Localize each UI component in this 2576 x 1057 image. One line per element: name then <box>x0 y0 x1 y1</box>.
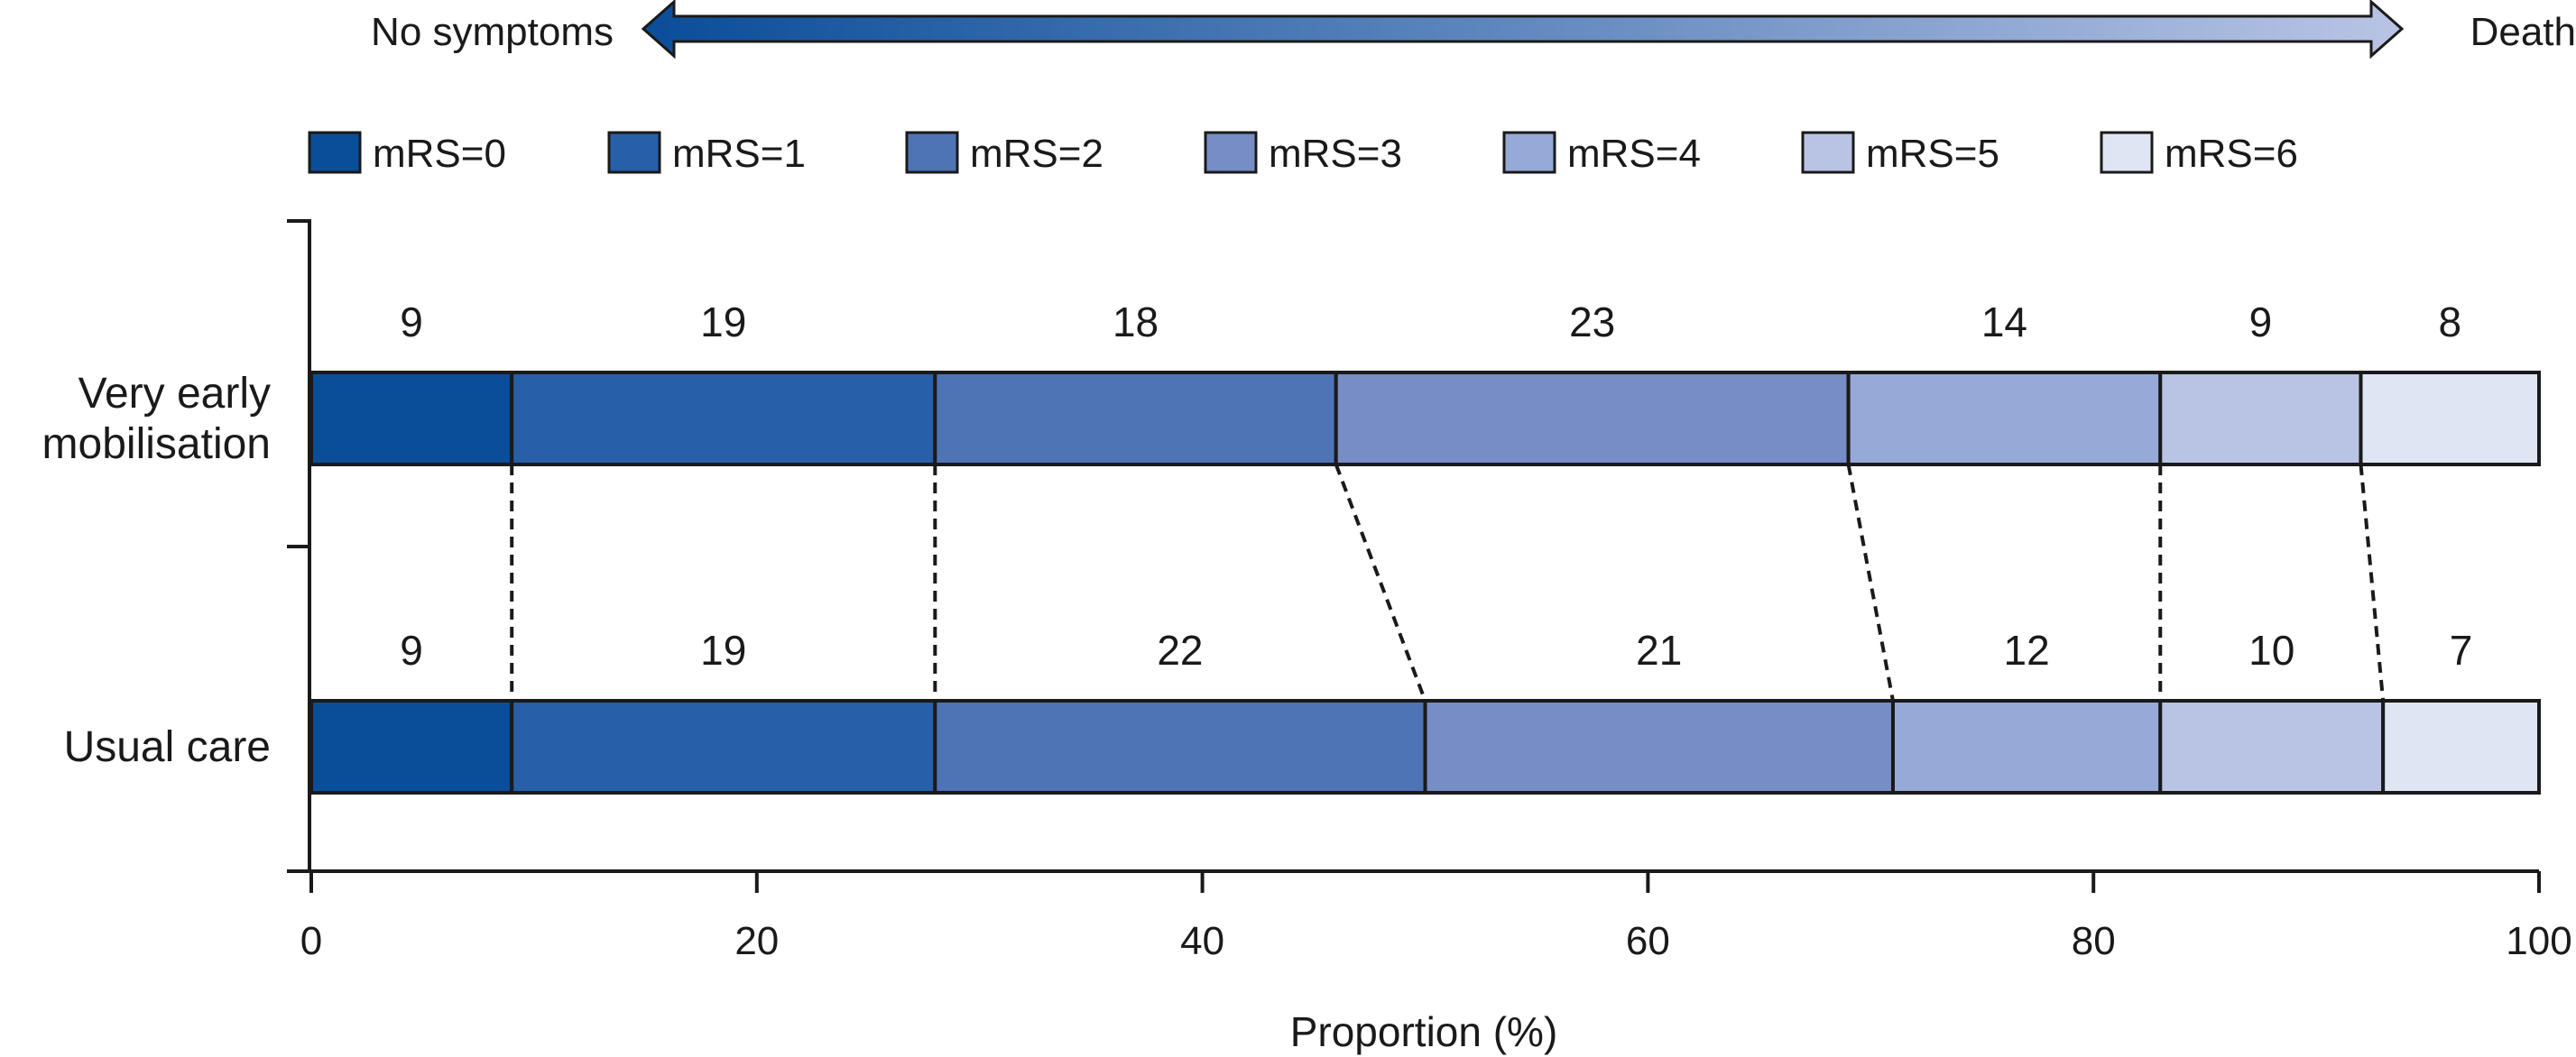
legend-label: mRS=4 <box>1567 132 1701 176</box>
bar-segment <box>2381 699 2541 795</box>
legend-label: mRS=0 <box>373 132 506 176</box>
data-label: 19 <box>700 627 746 674</box>
data-label: 9 <box>400 627 423 674</box>
data-label: 23 <box>1569 299 1615 345</box>
legend-label: mRS=2 <box>970 132 1103 176</box>
legend-swatch <box>308 131 362 174</box>
data-label: 14 <box>1981 299 2027 345</box>
data-label: 8 <box>2438 299 2461 345</box>
bar-segment <box>309 699 514 795</box>
data-label: 18 <box>1113 299 1159 345</box>
x-tick-label: 100 <box>2506 919 2571 963</box>
data-label: 19 <box>700 299 746 345</box>
data-label: 7 <box>2450 627 2473 674</box>
row-label: Very early mobilisation <box>42 370 271 468</box>
bar-segment <box>933 699 1427 795</box>
x-tick-label: 80 <box>2072 919 2116 963</box>
connectors <box>510 464 2386 702</box>
legend-label: mRS=5 <box>1866 132 1999 176</box>
data-label: 9 <box>2249 299 2273 345</box>
legend-swatch <box>1801 131 1855 174</box>
bars: 9 19 18 23 14 9 8 9 19 22 21 12 10 7 <box>309 299 2541 795</box>
boundary-connector <box>1846 464 1895 702</box>
bar-segment <box>1423 699 1895 795</box>
legend: mRS=0 mRS=1 mRS=2 mRS=3 mRS=4 mRS=5 mRS=6 <box>308 131 2298 176</box>
bar-segment <box>1846 371 2163 466</box>
row-label: Usual care <box>64 723 271 771</box>
scale-arrow: No symptoms Death <box>371 0 2576 60</box>
data-label: 12 <box>2004 627 2050 674</box>
arrow-right-label: Death <box>2470 10 2576 54</box>
data-label: 21 <box>1636 627 1682 674</box>
data-label: 22 <box>1157 627 1203 674</box>
bar-segment <box>1334 371 1851 466</box>
arrow-left-label: No symptoms <box>371 10 614 54</box>
legend-swatch <box>2100 131 2154 174</box>
bar-segment <box>1890 699 2163 795</box>
data-label: 9 <box>400 299 423 345</box>
bar-segment <box>510 699 937 795</box>
x-axis-label: Proportion (%) <box>1290 1008 1558 1055</box>
x-tick-label: 60 <box>1626 919 1670 963</box>
legend-swatch <box>1502 131 1556 174</box>
legend-swatch <box>905 131 959 174</box>
boundary-connector <box>2359 464 2386 702</box>
legend-swatch <box>1204 131 1258 174</box>
x-axis: Proportion (%) 0 20 40 60 80 100 <box>300 869 2572 1055</box>
severity-arrow <box>641 0 2405 60</box>
x-tick-label: 40 <box>1180 919 1224 963</box>
bar-segment <box>510 371 937 466</box>
legend-label: mRS=3 <box>1269 132 1402 176</box>
bar-segment <box>2158 699 2386 795</box>
boundary-connector <box>1334 464 1427 702</box>
bar-segment <box>2359 371 2541 466</box>
bar-segment <box>933 371 1338 466</box>
bar-segment <box>2158 371 2363 466</box>
legend-label: mRS=6 <box>2165 132 2298 176</box>
legend-swatch <box>607 131 661 174</box>
x-tick-label: 0 <box>300 919 322 963</box>
data-label: 10 <box>2248 627 2294 674</box>
bar-segment <box>309 371 514 466</box>
legend-label: mRS=1 <box>672 132 806 176</box>
y-axis <box>287 219 311 873</box>
row-labels: Very early mobilisation Usual care <box>42 370 271 771</box>
x-tick-label: 20 <box>734 919 779 963</box>
